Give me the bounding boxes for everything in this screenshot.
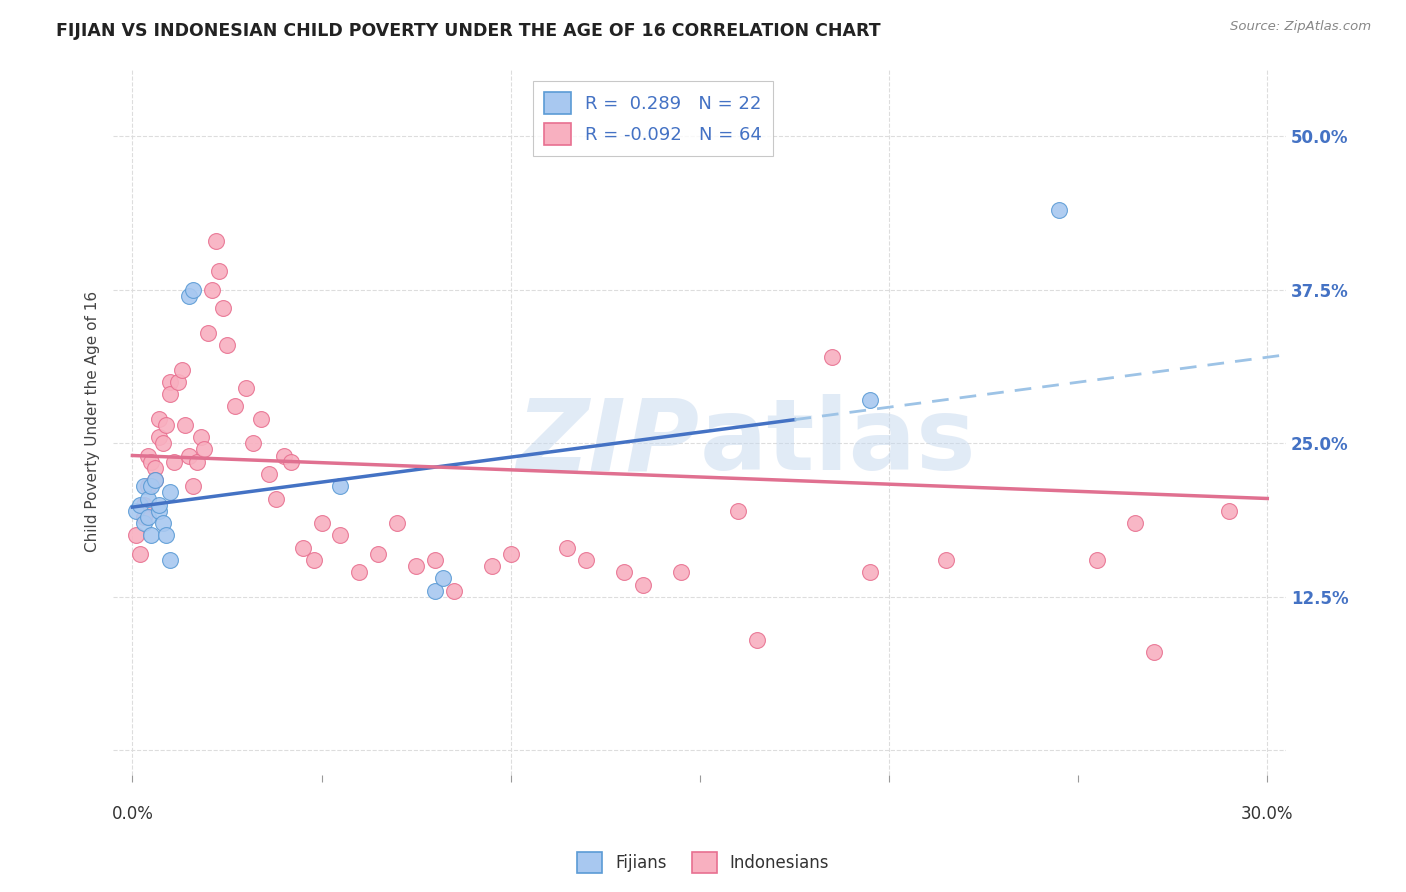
Text: 0.0%: 0.0% <box>111 805 153 823</box>
Point <box>159 553 181 567</box>
Point <box>148 498 170 512</box>
Point <box>141 455 163 469</box>
Point <box>186 455 208 469</box>
Point <box>148 430 170 444</box>
Point <box>215 338 238 352</box>
Point <box>1085 553 1108 567</box>
Point <box>257 467 280 481</box>
Point <box>197 326 219 340</box>
Point <box>859 393 882 408</box>
Point <box>141 479 163 493</box>
Point <box>302 553 325 567</box>
Point <box>387 516 409 530</box>
Point <box>208 264 231 278</box>
Point <box>859 565 882 579</box>
Point <box>1218 504 1240 518</box>
Point <box>190 430 212 444</box>
Point <box>148 411 170 425</box>
Point <box>631 577 654 591</box>
Point <box>159 485 181 500</box>
Point <box>159 387 181 401</box>
Point <box>166 375 188 389</box>
Point <box>613 565 636 579</box>
Text: atlas: atlas <box>700 394 977 491</box>
Point <box>181 479 204 493</box>
Text: ZIP: ZIP <box>517 394 700 491</box>
Legend: R =  0.289   N = 22, R = -0.092   N = 64: R = 0.289 N = 22, R = -0.092 N = 64 <box>533 81 773 156</box>
Point <box>174 417 197 432</box>
Point <box>152 436 174 450</box>
Point <box>349 565 371 579</box>
Point <box>193 442 215 457</box>
Text: 30.0%: 30.0% <box>1241 805 1294 823</box>
Point <box>242 436 264 450</box>
Point <box>557 541 579 555</box>
Point <box>136 449 159 463</box>
Legend: Fijians, Indonesians: Fijians, Indonesians <box>569 846 837 880</box>
Point <box>201 283 224 297</box>
Point <box>423 553 446 567</box>
Point <box>155 417 177 432</box>
Point <box>143 473 166 487</box>
Point <box>179 449 201 463</box>
Point <box>204 234 226 248</box>
Point <box>669 565 692 579</box>
Point <box>143 473 166 487</box>
Y-axis label: Child Poverty Under the Age of 16: Child Poverty Under the Age of 16 <box>86 291 100 552</box>
Point <box>181 283 204 297</box>
Text: FIJIAN VS INDONESIAN CHILD POVERTY UNDER THE AGE OF 16 CORRELATION CHART: FIJIAN VS INDONESIAN CHILD POVERTY UNDER… <box>56 22 882 40</box>
Point <box>1123 516 1146 530</box>
Point <box>136 491 159 506</box>
Point <box>132 498 155 512</box>
Point <box>499 547 522 561</box>
Point <box>264 491 287 506</box>
Point <box>129 547 152 561</box>
Point <box>132 516 155 530</box>
Point <box>141 528 163 542</box>
Point <box>291 541 314 555</box>
Point <box>136 510 159 524</box>
Point <box>329 528 352 542</box>
Point <box>143 460 166 475</box>
Point <box>250 411 273 425</box>
Point <box>575 553 598 567</box>
Point <box>280 455 302 469</box>
Point <box>935 553 957 567</box>
Point <box>136 479 159 493</box>
Point <box>224 400 246 414</box>
Text: Source: ZipAtlas.com: Source: ZipAtlas.com <box>1230 20 1371 33</box>
Point <box>329 479 352 493</box>
Point <box>170 362 193 376</box>
Point <box>745 632 768 647</box>
Point <box>125 504 148 518</box>
Point <box>821 350 844 364</box>
Point <box>129 498 152 512</box>
Point <box>212 301 235 315</box>
Point <box>405 559 427 574</box>
Point <box>1143 645 1166 659</box>
Point <box>443 583 465 598</box>
Point <box>125 528 148 542</box>
Point <box>155 528 177 542</box>
Point <box>727 504 749 518</box>
Point <box>481 559 503 574</box>
Point <box>311 516 333 530</box>
Point <box>179 289 201 303</box>
Point <box>132 510 155 524</box>
Point <box>273 449 295 463</box>
Point <box>1047 202 1070 217</box>
Point <box>432 571 454 585</box>
Point <box>235 381 257 395</box>
Point <box>159 375 181 389</box>
Point <box>152 516 174 530</box>
Point <box>367 547 389 561</box>
Point <box>148 504 170 518</box>
Point <box>132 479 155 493</box>
Point <box>423 583 446 598</box>
Point <box>163 455 186 469</box>
